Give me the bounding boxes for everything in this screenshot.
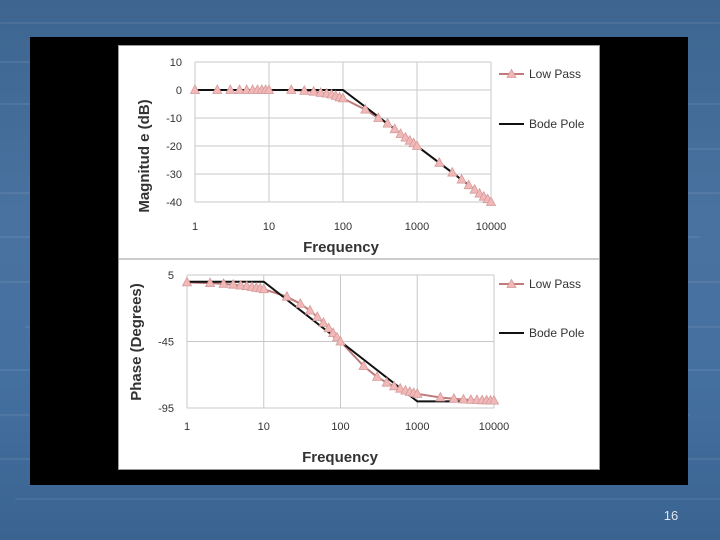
low-pass-point xyxy=(323,322,334,333)
legend-bode-pole-label: Bode Pole xyxy=(529,117,585,131)
low-pass-point xyxy=(412,387,423,398)
low-pass-point xyxy=(395,382,406,393)
low-pass-point xyxy=(228,278,239,289)
low-pass-point xyxy=(458,393,469,404)
magnitude-y-ticks: 10 0 -10 -20 -30 -40 xyxy=(166,57,182,209)
low-pass-point xyxy=(286,84,297,94)
low-pass-point xyxy=(234,84,245,94)
low-pass-point xyxy=(488,394,500,405)
low-pass-point xyxy=(469,183,480,194)
y-tick-label: -45 xyxy=(158,337,174,349)
legend-low-pass-label: Low Pass xyxy=(529,277,581,291)
phase-y-axis-label: Phase (Degrees) xyxy=(128,283,145,401)
low-pass-point xyxy=(435,391,446,402)
legend-low-pass-marker xyxy=(506,278,517,288)
magnitude-legend: Low Pass Bode Pole xyxy=(499,67,585,131)
low-pass-point xyxy=(318,317,329,327)
legend-bode-pole: Bode Pole xyxy=(499,117,585,131)
low-pass-point xyxy=(465,394,477,404)
low-pass-point xyxy=(299,84,310,95)
low-pass-point xyxy=(304,304,316,315)
low-pass-point xyxy=(281,290,293,301)
x-tick-label: 1000 xyxy=(405,221,429,233)
magnitude-series xyxy=(189,84,497,206)
low-pass-point xyxy=(218,278,229,288)
low-pass-point xyxy=(308,85,319,96)
phase-series xyxy=(181,276,500,405)
phase-x-ticks: 1 10 100 1000 10000 xyxy=(184,421,509,433)
y-tick-label: 10 xyxy=(170,57,182,69)
y-tick-label: 5 xyxy=(168,270,174,282)
low-pass-point xyxy=(335,335,346,346)
low-pass-point xyxy=(189,84,201,94)
bode-plots: 100-10-20-30-40 1 10 100 1000 10000 Magnitud… xyxy=(119,57,599,466)
low-pass-point xyxy=(181,276,193,287)
y-tick-label: -10 xyxy=(166,113,182,125)
low-pass-point xyxy=(212,84,223,94)
phase-legend: Low Pass Bode Pole xyxy=(499,277,585,340)
low-pass-point xyxy=(337,92,349,103)
magnitude-grid xyxy=(194,61,492,203)
x-tick-label: 10000 xyxy=(476,221,507,233)
low-pass-point xyxy=(381,376,392,387)
legend-bode-pole-label: Bode Pole xyxy=(529,326,585,340)
low-pass-point xyxy=(235,279,246,290)
low-pass-point xyxy=(315,86,326,97)
magnitude-x-ticks: 1 10 100 1000 10000 xyxy=(192,221,506,233)
legend-bode-pole: Bode Pole xyxy=(499,326,585,340)
low-pass-point xyxy=(371,371,383,381)
magnitude-x-axis-label: Frequency xyxy=(303,239,380,256)
legend-low-pass: Low Pass xyxy=(499,277,581,291)
legend-low-pass: Low Pass xyxy=(499,67,581,81)
y-tick-label: -40 xyxy=(166,197,182,209)
low-pass-point xyxy=(389,123,400,134)
low-pass-point xyxy=(448,392,460,403)
low-pass-point xyxy=(312,311,323,321)
x-tick-label: 10 xyxy=(263,221,275,233)
low-pass-point xyxy=(258,283,269,294)
phase-chart: 5-45-95 1 10 100 1000 10000 Phase (Degrees) … xyxy=(128,270,585,466)
y-tick-label: -20 xyxy=(166,141,182,153)
x-tick-label: 1000 xyxy=(405,421,429,433)
low-pass-point xyxy=(327,327,339,337)
low-pass-point xyxy=(395,128,406,138)
x-tick-label: 1 xyxy=(184,421,190,433)
x-tick-label: 100 xyxy=(331,421,349,433)
low-pass-point xyxy=(388,380,400,391)
low-pass-point xyxy=(263,84,275,94)
low-pass-point xyxy=(485,196,497,206)
low-pass-point xyxy=(225,84,236,94)
low-pass-point xyxy=(295,298,306,308)
y-tick-label: -30 xyxy=(166,169,182,181)
low-pass-point xyxy=(382,117,393,128)
low-pass-point xyxy=(411,140,423,150)
legend-low-pass-marker xyxy=(506,68,517,78)
page-number: 16 xyxy=(663,508,679,523)
chart-panel: 10 0 -10 -20 -30 -40 1 10 100 1000 10000 Magnitud… xyxy=(118,45,600,470)
low-pass-point xyxy=(358,360,369,370)
low-pass-point xyxy=(204,277,216,287)
phase-y-ticks: 5 -45 -95 xyxy=(158,270,174,415)
x-tick-label: 10000 xyxy=(479,421,510,433)
low-pass-point xyxy=(456,173,467,184)
x-tick-label: 100 xyxy=(334,221,352,233)
low-pass-point xyxy=(373,112,384,122)
magnitude-y-axis-label: Magnitud e (dB) xyxy=(136,99,153,212)
low-pass-point xyxy=(360,103,371,114)
phase-x-axis-label: Frequency xyxy=(302,449,379,466)
x-tick-label: 10 xyxy=(258,421,270,433)
y-tick-label: 0 xyxy=(176,85,182,97)
x-tick-label: 1 xyxy=(192,221,198,233)
low-pass-point xyxy=(447,166,458,177)
low-pass-point xyxy=(434,156,445,167)
legend-low-pass-label: Low Pass xyxy=(529,67,581,81)
magnitude-chart: 100-10-20-30-40 1 10 100 1000 10000 Magnitud… xyxy=(136,57,585,256)
low-pass-point xyxy=(463,179,474,190)
y-tick-label: -95 xyxy=(158,403,174,415)
